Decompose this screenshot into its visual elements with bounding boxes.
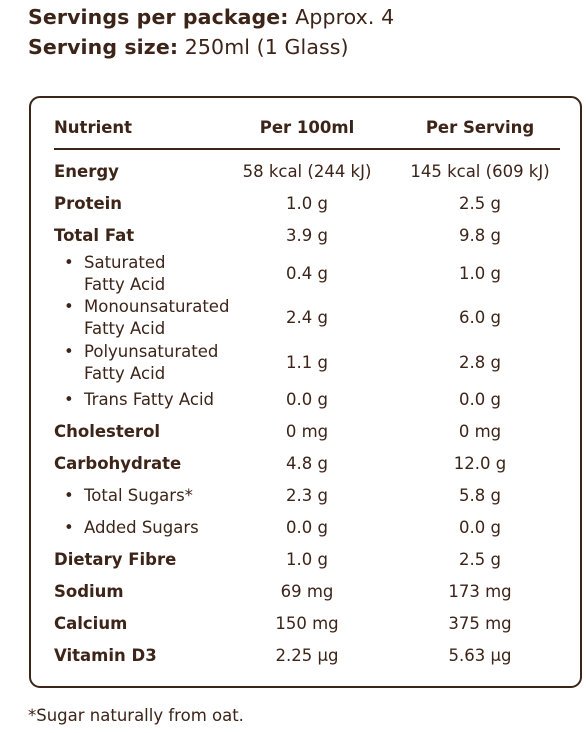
- per-serving-value: 375 mg: [448, 614, 512, 633]
- per-100ml-value: 1.0 g: [286, 194, 328, 213]
- per-serving-value: 9.8 g: [459, 226, 501, 245]
- per-100ml-value: 0.4 g: [286, 264, 328, 283]
- serving-info: Servings per package: Approx. 4 Serving …: [28, 2, 394, 62]
- nutrient-name: Sodium: [54, 582, 124, 601]
- nutrient-name: Energy: [54, 162, 119, 181]
- servings-value: Approx. 4: [295, 5, 395, 29]
- nutrient-name: • Saturated Fatty Acid: [64, 252, 166, 296]
- nutrient-name-line2: Fatty Acid: [84, 319, 166, 338]
- nutrient-name-line1: Added Sugars: [84, 518, 199, 537]
- nutrient-name-line1: Monounsaturated: [84, 297, 230, 316]
- per-100ml-value: 3.9 g: [286, 226, 328, 245]
- per-100ml-value: 69 mg: [280, 582, 334, 601]
- bullet: •: [64, 390, 74, 409]
- nutrient-name: • Total Sugars*: [64, 485, 193, 507]
- bullet: •: [64, 486, 74, 505]
- per-serving-value: 1.0 g: [459, 264, 501, 283]
- per-100ml-value: 2.3 g: [286, 486, 328, 505]
- per-100ml-value: 0.0 g: [286, 518, 328, 537]
- nutrient-name-line2: Fatty Acid: [84, 275, 166, 294]
- serving-size: Serving size: 250ml (1 Glass): [28, 32, 394, 62]
- nutrient-name-line1: Trans Fatty Acid: [84, 390, 215, 409]
- per-serving-value: 145 kcal (609 kJ): [410, 162, 550, 181]
- per-serving-value: 0 mg: [458, 422, 502, 441]
- nutrient-name-line1: Total Sugars*: [84, 486, 193, 505]
- per-serving-value: 2.5 g: [459, 550, 501, 569]
- footnote: *Sugar naturally from oat.: [28, 706, 244, 725]
- nutrient-name: Dietary Fibre: [54, 550, 177, 569]
- servings-label: Servings per package:: [28, 5, 289, 29]
- nutrient-name: Calcium: [54, 614, 128, 633]
- per-100ml-value: 150 mg: [275, 614, 339, 633]
- per-serving-value: 0.0 g: [459, 518, 501, 537]
- per-100ml-value: 1.0 g: [286, 550, 328, 569]
- nutrient-name: • Added Sugars: [64, 517, 199, 539]
- nutrient-name: Carbohydrate: [54, 454, 182, 473]
- column-header-nutrient: Nutrient: [54, 118, 133, 137]
- per-serving-value: 5.63 µg: [448, 646, 512, 665]
- nutrient-name: Cholesterol: [54, 422, 161, 441]
- nutrient-name: • Monounsaturated Fatty Acid: [64, 296, 229, 340]
- per-serving-value: 173 mg: [448, 582, 512, 601]
- per-serving-value: 12.0 g: [453, 454, 507, 473]
- nutrient-name: Vitamin D3: [54, 646, 157, 665]
- bullet: •: [64, 297, 74, 316]
- serving-size-value: 250ml (1 Glass): [184, 35, 349, 59]
- per-serving-value: 2.5 g: [459, 194, 501, 213]
- per-100ml-value: 1.1 g: [286, 353, 328, 372]
- nutrient-name: Total Fat: [54, 226, 135, 245]
- per-100ml-value: 58 kcal (244 kJ): [242, 162, 372, 181]
- per-serving-value: 0.0 g: [459, 390, 501, 409]
- per-100ml-value: 4.8 g: [286, 454, 328, 473]
- bullet: •: [64, 342, 74, 361]
- bullet: •: [64, 253, 74, 272]
- servings-per-package: Servings per package: Approx. 4: [28, 2, 394, 32]
- nutrient-name-line2: Fatty Acid: [84, 364, 166, 383]
- per-100ml-value: 0 mg: [285, 422, 329, 441]
- nutrition-table-panel: [29, 96, 582, 688]
- nutrient-name: • Polyunsaturated Fatty Acid: [64, 341, 218, 385]
- per-serving-value: 5.8 g: [459, 486, 501, 505]
- per-100ml-value: 0.0 g: [286, 390, 328, 409]
- column-header-per-100ml: Per 100ml: [259, 118, 355, 137]
- nutrient-name: • Trans Fatty Acid: [64, 389, 214, 411]
- header-divider: [54, 148, 560, 150]
- nutrient-name-line1: Polyunsaturated: [84, 342, 219, 361]
- nutrient-name: Protein: [54, 194, 123, 213]
- bullet: •: [64, 518, 74, 537]
- serving-size-label: Serving size:: [28, 35, 179, 59]
- nutrient-name-line1: Saturated: [84, 253, 166, 272]
- per-100ml-value: 2.4 g: [286, 308, 328, 327]
- per-serving-value: 6.0 g: [459, 308, 501, 327]
- per-serving-value: 2.8 g: [459, 353, 501, 372]
- per-100ml-value: 2.25 µg: [275, 646, 339, 665]
- column-header-per-serving: Per Serving: [425, 118, 535, 137]
